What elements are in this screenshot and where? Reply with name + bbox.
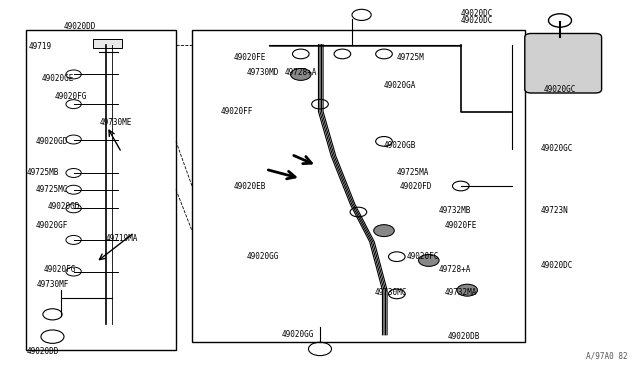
Text: 49020EB: 49020EB — [234, 182, 266, 190]
Text: 49730MF: 49730MF — [37, 280, 70, 289]
Text: 49020GA: 49020GA — [384, 81, 417, 90]
Text: 49020FD: 49020FD — [400, 182, 433, 190]
Text: 49719: 49719 — [29, 42, 52, 51]
Text: 49020GF: 49020GF — [35, 221, 68, 230]
Text: 49020GC: 49020GC — [541, 144, 573, 153]
Circle shape — [419, 254, 439, 266]
Text: 49020GG: 49020GG — [246, 252, 279, 261]
Text: 49020DC: 49020DC — [461, 9, 493, 17]
Text: 49020DC: 49020DC — [461, 16, 493, 25]
Bar — [93, 39, 122, 48]
Text: A/97A0 82: A/97A0 82 — [586, 352, 627, 361]
Text: 49732MB: 49732MB — [438, 206, 471, 215]
Text: 49020DB: 49020DB — [448, 332, 481, 341]
Text: 49725MC: 49725MC — [35, 185, 68, 194]
Text: 49020FG: 49020FG — [44, 265, 76, 274]
Circle shape — [374, 225, 394, 237]
Text: 49020DD: 49020DD — [64, 22, 97, 31]
Text: 49020GG: 49020GG — [282, 330, 314, 339]
Text: 49723N: 49723N — [541, 206, 568, 215]
Text: 49728+A: 49728+A — [285, 68, 317, 77]
Text: 49020GD: 49020GD — [35, 137, 68, 146]
Text: 49020DD: 49020DD — [27, 347, 60, 356]
Text: 49719MA: 49719MA — [106, 234, 138, 243]
Text: 49730MD: 49730MD — [246, 68, 279, 77]
Bar — [26, 30, 176, 350]
Text: 49020FE: 49020FE — [445, 221, 477, 230]
Text: 49020GC: 49020GC — [544, 85, 577, 94]
Text: 49020DC: 49020DC — [541, 262, 573, 270]
Circle shape — [457, 284, 477, 296]
Text: 49020FE: 49020FE — [234, 53, 266, 62]
Bar — [192, 30, 525, 342]
Text: 49730ME: 49730ME — [99, 118, 132, 127]
Text: 49728+A: 49728+A — [438, 265, 471, 274]
Text: 49730MC: 49730MC — [374, 288, 407, 296]
Text: 49020GE: 49020GE — [42, 74, 74, 83]
Circle shape — [291, 68, 311, 80]
Text: 49020FF: 49020FF — [221, 107, 253, 116]
Text: 49725MA: 49725MA — [397, 169, 429, 177]
FancyBboxPatch shape — [525, 33, 602, 93]
Text: 49020GB: 49020GB — [384, 141, 417, 150]
Text: 49020FG: 49020FG — [54, 92, 87, 101]
Text: 49020FC: 49020FC — [406, 252, 439, 261]
Text: 49725M: 49725M — [397, 53, 424, 62]
Text: 49725MB: 49725MB — [27, 169, 60, 177]
Text: 49732MA: 49732MA — [445, 288, 477, 296]
Text: 49020GD: 49020GD — [48, 202, 81, 211]
